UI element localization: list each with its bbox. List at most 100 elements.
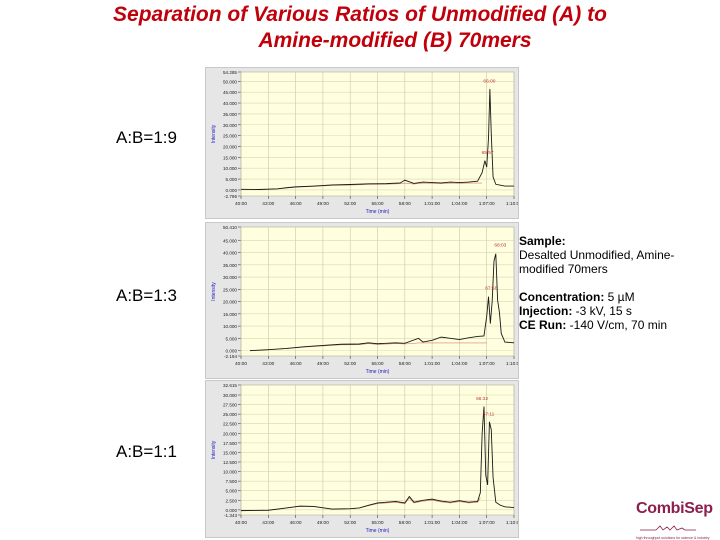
ce-run-label: CE Run: [519, 318, 567, 332]
intensity-trace [240, 406, 515, 512]
y-tick-label: 50.000 [223, 79, 237, 84]
injection-value: -3 kV, 15 s [572, 304, 632, 318]
x-tick-label: 46:00 [290, 201, 302, 207]
x-tick-label: 1:04:00 [451, 361, 467, 367]
y-tick-label: 30.000 [223, 123, 237, 128]
electropherogram-2: -2.194 0.000 5.000 10.000 15.000 20.000 25.000… [205, 222, 519, 379]
y-tick-label: 25.000 [223, 134, 237, 139]
y-tick-label: 40.000 [223, 251, 237, 256]
injection-label: Injection: [519, 304, 573, 318]
x-axis-title: Time (min) [366, 369, 390, 375]
x-tick-label: 58:00 [399, 361, 411, 367]
y-tick-label: 5.000 [226, 489, 238, 494]
title-line-1: Separation of Various Ratios of Unmodifi… [113, 3, 607, 26]
peak-label: 67:58 [485, 285, 497, 291]
peak-label: 67:11 [483, 412, 495, 418]
logo-tagline: high throughput solutions for science & … [636, 536, 710, 540]
y-tick-label: 30.000 [223, 393, 237, 398]
x-tick-label: 1:07:00 [479, 201, 495, 207]
x-tick-label: 43:00 [262, 361, 274, 367]
x-tick-label: 46:00 [290, 361, 302, 367]
y-tick-label: 25.000 [223, 287, 237, 292]
y-tick-label: 54.285 [223, 70, 237, 75]
y-tick-label: 0.000 [226, 508, 238, 513]
y-tick-label: 5.000 [226, 336, 238, 341]
x-tick-label: 49:00 [317, 361, 329, 367]
concentration-label: Concentration: [519, 290, 605, 304]
y-axis-title: Intensity [211, 124, 217, 143]
x-tick-label: 1:01:00 [424, 520, 440, 526]
y-tick-label: 0.000 [226, 349, 238, 354]
title-line-2: Amine-modified (B) 70mers [258, 29, 532, 52]
peak-label: 68:03 [494, 242, 506, 248]
x-tick-label: 40:00 [235, 361, 247, 367]
concentration-value: 5 µM [604, 290, 635, 304]
x-tick-label: 52:00 [344, 201, 356, 207]
y-tick-label: 15.000 [223, 450, 237, 455]
sample-block: Sample: Desalted Unmodified, Amine-modif… [519, 234, 719, 276]
peak-label: 66:32 [476, 396, 488, 402]
y-tick-label: 27.500 [223, 403, 237, 408]
x-tick-label: 55:00 [371, 520, 383, 526]
ratio-label-3: A:B=1:1 [116, 442, 177, 461]
logo-name: CombiSep [636, 500, 713, 517]
y-tick-label: 15.000 [223, 155, 237, 160]
x-tick-label: 43:00 [262, 201, 274, 207]
x-tick-label: 1:04:00 [451, 520, 467, 526]
peak-label: 66:00 [483, 78, 495, 84]
x-tick-label: 40:00 [235, 201, 247, 207]
y-tick-label: 10.000 [223, 470, 237, 475]
y-tick-label: 17.500 [223, 441, 237, 446]
y-tick-label: 32.615 [223, 383, 237, 388]
injection-row: Injection: -3 kV, 15 s [519, 304, 719, 318]
x-tick-label: 58:00 [399, 520, 411, 526]
sample-label: Sample: [519, 234, 566, 248]
x-tick-label: 1:01:00 [424, 201, 440, 207]
y-tick-label: 15.000 [223, 312, 237, 317]
x-tick-label: 46:00 [290, 520, 302, 526]
electropherogram-3: -1.343 0.000 2.500 5.000 7.500 10.000 12.500 15… [205, 380, 519, 538]
x-tick-label: 1:07:00 [479, 520, 495, 526]
y-tick-label: -2.796 [224, 194, 237, 199]
y-tick-label: 10.000 [223, 324, 237, 329]
y-tick-label: 20.000 [223, 300, 237, 305]
x-tick-label: 1:10:00 [506, 201, 518, 207]
y-tick-label: 40.000 [223, 101, 237, 106]
y-tick-label: 35.000 [223, 263, 237, 268]
concentration-row: Concentration: 5 µM [519, 290, 719, 304]
y-tick-label: 25.000 [223, 412, 237, 417]
x-tick-label: 1:10:00 [506, 361, 518, 367]
ratio-label-2: A:B=1:3 [116, 286, 177, 305]
slide-title: Separation of Various Ratios of Unmodifi… [0, 2, 720, 54]
y-tick-label: 10.000 [223, 166, 237, 171]
peak-label: 65:57 [482, 150, 494, 156]
y-tick-label: 45.000 [223, 90, 237, 95]
x-axis-title: Time (min) [366, 209, 390, 215]
y-axis-title: Intensity [211, 282, 217, 301]
y-tick-label: 30.000 [223, 275, 237, 280]
y-tick-label: 20.000 [223, 144, 237, 149]
x-tick-label: 55:00 [371, 201, 383, 207]
electropherogram-1: -2.796 0.000 5.000 10.000 15.000 20.000 25.000… [205, 67, 519, 219]
y-tick-label: -2.194 [224, 354, 237, 359]
x-tick-label: 49:00 [317, 201, 329, 207]
x-tick-label: 52:00 [344, 520, 356, 526]
x-tick-label: 55:00 [371, 361, 383, 367]
ratio-label-1: A:B=1:9 [116, 128, 177, 147]
y-tick-label: 0.000 [226, 188, 238, 193]
y-tick-label: 45.000 [223, 238, 237, 243]
y-tick-label: -1.343 [224, 513, 237, 518]
logo-wave-icon [640, 525, 696, 531]
x-tick-label: 58:00 [399, 201, 411, 207]
y-axis-title: Intensity [211, 440, 217, 459]
y-tick-label: 12.500 [223, 460, 237, 465]
experiment-info: Sample: Desalted Unmodified, Amine-modif… [519, 234, 719, 332]
ce-run-value: -140 V/cm, 70 min [566, 318, 668, 332]
x-tick-label: 43:00 [262, 520, 274, 526]
y-tick-label: 35.000 [223, 112, 237, 117]
intensity-trace [250, 253, 515, 352]
x-tick-label: 1:01:00 [424, 361, 440, 367]
combisep-logo: CombiSep high throughput solutions for s… [636, 500, 718, 540]
